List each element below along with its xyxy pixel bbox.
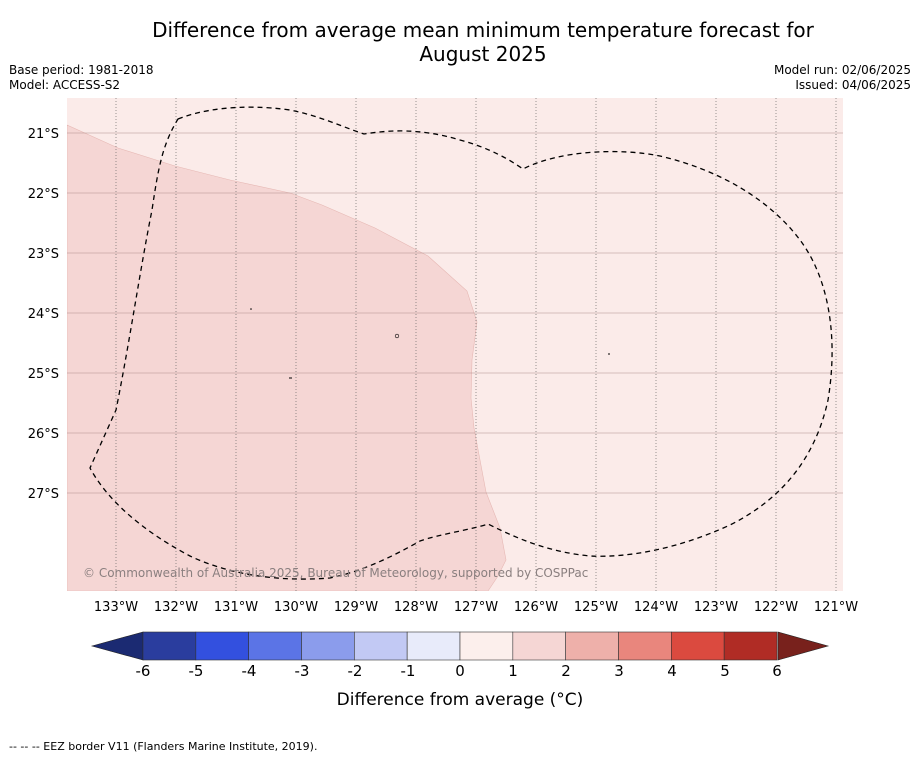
colorbar-segment xyxy=(354,631,408,661)
lon-label: 128°W xyxy=(394,600,438,615)
colorbar-segment xyxy=(301,631,355,661)
colorbar-tick: -6 xyxy=(136,662,151,680)
colorbar-segment xyxy=(671,631,725,661)
colorbar-under-arrow xyxy=(90,631,144,661)
colorbar-over-arrow xyxy=(777,631,830,661)
colorbar-tick: 4 xyxy=(667,662,677,680)
colorbar-tick: -1 xyxy=(401,662,416,680)
colorbar-segment xyxy=(406,631,461,661)
meta-left: Base period: 1981-2018 Model: ACCESS-S2 xyxy=(9,63,154,93)
colorbar-tick: -2 xyxy=(348,662,363,680)
lat-label: 27°S xyxy=(28,487,59,502)
colorbar-tick: 5 xyxy=(720,662,730,680)
colorbar-tick: -4 xyxy=(242,662,257,680)
island-marker xyxy=(250,308,252,310)
colorbar-segment xyxy=(248,631,302,661)
lon-label: 130°W xyxy=(274,600,318,615)
longitude-labels: 133°W 132°W 131°W 130°W 129°W 128°W 127°… xyxy=(94,600,858,615)
model-run: Model run: 02/06/2025 xyxy=(773,63,911,77)
lon-label: 125°W xyxy=(574,600,618,615)
colorbar-segment xyxy=(723,631,778,661)
lon-label: 126°W xyxy=(514,600,558,615)
lat-label: 25°S xyxy=(28,367,59,382)
island-marker xyxy=(394,333,400,339)
colorbar-segment xyxy=(512,631,566,661)
colorbar-tick: 6 xyxy=(772,662,782,680)
anomaly-region-1-to-2 xyxy=(67,124,507,591)
colorbar-tick: 3 xyxy=(614,662,624,680)
lon-label: 131°W xyxy=(214,600,258,615)
lat-label: 26°S xyxy=(28,427,59,442)
lat-label: 21°S xyxy=(28,127,59,142)
model-name: Model: ACCESS-S2 xyxy=(9,78,121,92)
colorbar-segment xyxy=(142,631,197,661)
lon-label: 123°W xyxy=(694,600,738,615)
map-title: Difference from average mean minimum tem… xyxy=(0,18,919,66)
graticule xyxy=(115,98,837,591)
lon-label: 132°W xyxy=(154,600,198,615)
meta-right: Model run: 02/06/2025 Issued: 04/06/2025 xyxy=(774,63,911,93)
colorbar-tick: -3 xyxy=(295,662,310,680)
lon-label: 127°W xyxy=(454,600,498,615)
colorbar-tick: 1 xyxy=(508,662,518,680)
colorbar-segment xyxy=(195,631,249,661)
lat-label: 24°S xyxy=(28,307,59,322)
lon-label: 124°W xyxy=(634,600,678,615)
colorbar-tick: 2 xyxy=(561,662,571,680)
base-period: Base period: 1981-2018 xyxy=(9,63,154,77)
colorbar-label: Difference from average (°C) xyxy=(337,690,584,710)
lon-label: 122°W xyxy=(754,600,798,615)
latitude-lines xyxy=(67,132,843,494)
colorbar-segment xyxy=(565,631,619,661)
latitude-labels: 21°S 22°S 23°S 24°S 25°S 26°S 27°S xyxy=(28,127,59,502)
colorbar-tick: 0 xyxy=(455,662,465,680)
lon-label: 121°W xyxy=(814,600,858,615)
lat-label: 23°S xyxy=(28,247,59,262)
issued-date: Issued: 04/06/2025 xyxy=(795,78,911,92)
lon-label: 133°W xyxy=(94,600,138,615)
colorbar-tick: -5 xyxy=(189,662,204,680)
title-line-2: August 2025 xyxy=(419,42,547,66)
colorbar-segment xyxy=(618,631,672,661)
colorbar: -6 -5 -4 -3 -2 -1 0 1 2 3 4 5 6 Differen… xyxy=(90,631,830,710)
lon-label: 129°W xyxy=(334,600,378,615)
lat-label: 22°S xyxy=(28,187,59,202)
title-line-1: Difference from average mean minimum tem… xyxy=(152,18,814,42)
eez-footnote: -- -- -- EEZ border V11 (Flanders Marine… xyxy=(9,740,318,753)
eez-border xyxy=(89,106,833,580)
copyright-notice: © Commonwealth of Australia 2025, Bureau… xyxy=(83,566,588,580)
colorbar-segment xyxy=(459,631,514,661)
